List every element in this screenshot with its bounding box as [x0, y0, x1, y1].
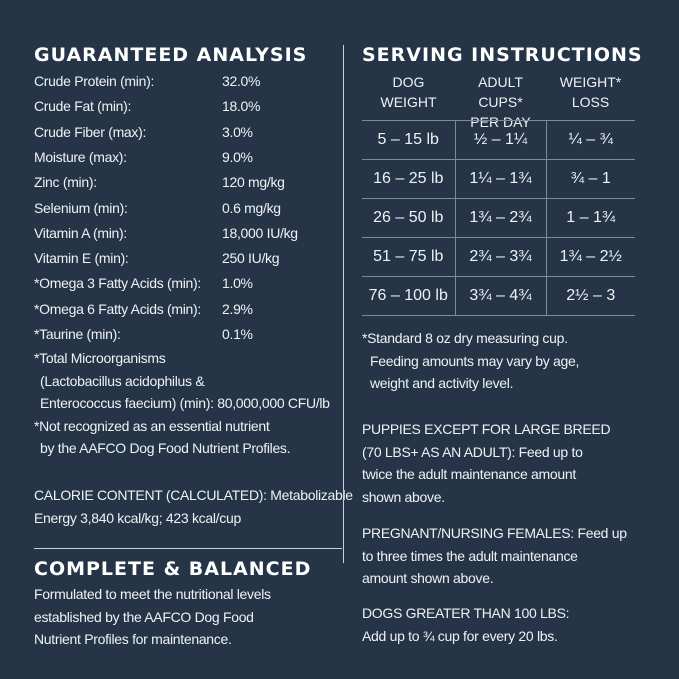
header-dog-weight: DOG WEIGHT [380, 74, 437, 110]
table-cell: 1¾ – 2¾ [454, 198, 547, 238]
text-line: (Lactobacillus acidophilus & [40, 372, 205, 389]
nutrient-value: 120 mg/kg [222, 174, 285, 191]
table-cell: ½ – 1¼ [454, 120, 547, 160]
table-row: 16 – 25 lb 1¼ – 1¾ ¾ – 1 [362, 159, 635, 199]
puppies-note: PUPPIES EXCEPT FOR LARGE BREED (70 LBS+ A… [362, 421, 611, 505]
text-line: CALORIE CONTENT (CALCULATED): Metaboliza… [34, 487, 353, 503]
analysis-row: Vitamin A (min): 18,000 IU/kg [34, 221, 298, 246]
pregnant-note: PREGNANT/NURSING FEMALES: Feed up to thre… [362, 525, 627, 586]
divider [343, 45, 344, 563]
analysis-row: Zinc (min): 120 mg/kg [34, 170, 285, 195]
nutrient-value: 3.0% [222, 123, 253, 140]
table-cell: 26 – 50 lb [362, 198, 456, 238]
nutrient-value: 32.0% [222, 73, 261, 89]
nutrient-label: Crude Protein (min): [34, 73, 155, 89]
table-cell: ¾ – 1 [545, 159, 635, 199]
nutrient-value: 0.1% [222, 326, 253, 342]
table-cell: 5 – 15 lb [362, 120, 456, 160]
table-row: 76 – 100 lb 3¾ – 4¾ 2½ – 3 [362, 276, 635, 316]
table-row: 5 – 15 lb ½ – 1¼ ¼ – ¾ [362, 120, 635, 160]
analysis-row: Vitamin E (min): 250 IU/kg [34, 246, 280, 271]
nutrient-label: *Omega 3 Fatty Acids (min): [34, 275, 201, 292]
table-cell: ¼ – ¾ [545, 120, 635, 160]
text-line: *Total Microorganisms [34, 350, 166, 366]
table-cell: 2¾ – 3¾ [454, 237, 547, 277]
nutrient-label: Crude Fiber (max): [34, 123, 147, 140]
text-line: Formulated to meet the nutritional level… [34, 586, 271, 602]
table-row: 26 – 50 lb 1¾ – 2¾ 1 – 1¾ [362, 198, 635, 238]
cup-note: *Standard 8 oz dry measuring cup. Feedin… [362, 327, 579, 395]
text-line: weight and activity level. [370, 375, 514, 391]
table-cell: 1¾ – 2½ [545, 237, 635, 277]
text-line: *Standard 8 oz dry measuring cup. [362, 330, 568, 346]
nutrient-value: 250 IU/kg [222, 250, 280, 267]
analysis-row: Crude Fat (min): 18.0% [34, 94, 261, 119]
table-cell: 3¾ – 4¾ [454, 276, 547, 316]
microorganisms-note: *Total Microorganisms (Lactobacillus aci… [34, 347, 330, 460]
analysis-row: Moisture (max): 9.0% [34, 145, 253, 170]
analysis-row: Crude Protein (min): 32.0% [34, 69, 261, 94]
nutrient-value: 9.0% [222, 148, 253, 165]
nutrient-value: 18.0% [222, 98, 261, 115]
nutrient-value: 2.9% [222, 300, 253, 317]
table-cell: 2½ – 3 [545, 276, 635, 316]
text-line: Energy 3,840 kcal/kg; 423 kcal/cup [34, 509, 241, 526]
text-line: *Not recognized as an essential nutrient [34, 417, 270, 434]
complete-balanced-title: COMPLETE & BALANCED [34, 558, 312, 580]
guaranteed-analysis-title: GUARANTEED ANALYSIS [34, 44, 308, 66]
text-line: Nutrient Profiles for maintenance. [34, 631, 232, 647]
text-line: established by the AAFCO Dog Food [34, 608, 254, 625]
text-line: Enterococcus faecium) (min): 80,000,000 … [40, 395, 330, 411]
serving-instructions-title: SERVING INSTRUCTIONS [362, 44, 643, 66]
table-row: 51 – 75 lb 2¾ – 3¾ 1¾ – 2½ [362, 237, 635, 277]
serving-table: 5 – 15 lb ½ – 1¼ ¼ – ¾ 16 – 25 lb 1¼ – 1¾ ¾ –… [362, 120, 635, 316]
table-cell: 16 – 25 lb [362, 159, 456, 199]
header-weight-loss: WEIGHT* LOSS [559, 74, 622, 110]
nutrient-label: Zinc (min): [34, 174, 97, 191]
nutrient-label: Selenium (min): [34, 199, 128, 216]
nutrient-value: 0.6 mg/kg [222, 199, 281, 216]
nutrient-label: Crude Fat (min): [34, 98, 132, 115]
complete-balanced-text: Formulated to meet the nutritional level… [34, 583, 271, 651]
analysis-row: Crude Fiber (max): 3.0% [34, 120, 253, 145]
table-cell: 1¼ – 1¾ [454, 159, 547, 199]
calorie-content: CALORIE CONTENT (CALCULATED): Metaboliza… [34, 484, 353, 529]
nutrient-label: *Omega 6 Fatty Acids (min): [34, 300, 201, 317]
table-cell: 1 – 1¾ [545, 198, 635, 238]
nutrient-value: 18,000 IU/kg [222, 224, 298, 241]
text-line: by the AAFCO Dog Food Nutrient Profiles. [40, 440, 291, 456]
divider [34, 548, 342, 549]
analysis-row: *Omega 6 Fatty Acids (min): 2.9% [34, 297, 253, 322]
table-cell: 76 – 100 lb [362, 276, 456, 316]
nutrient-label: Moisture (max): [34, 148, 127, 165]
nutrient-value: 1.0% [222, 275, 253, 292]
analysis-row: Selenium (min): 0.6 mg/kg [34, 196, 281, 221]
table-cell: 51 – 75 lb [362, 237, 456, 277]
text-line: Feeding amounts may vary by age, [370, 352, 580, 369]
nutrient-label: *Taurine (min): [34, 326, 121, 342]
nutrient-label: Vitamin A (min): [34, 224, 127, 241]
analysis-row: *Taurine (min): 0.1% [34, 322, 253, 347]
nutrient-label: Vitamin E (min): [34, 250, 129, 267]
analysis-row: *Omega 3 Fatty Acids (min): 1.0% [34, 271, 253, 296]
large-dogs-note: DOGS GREATER THAN 100 LBS: Add up to ¾ cu… [362, 605, 570, 644]
